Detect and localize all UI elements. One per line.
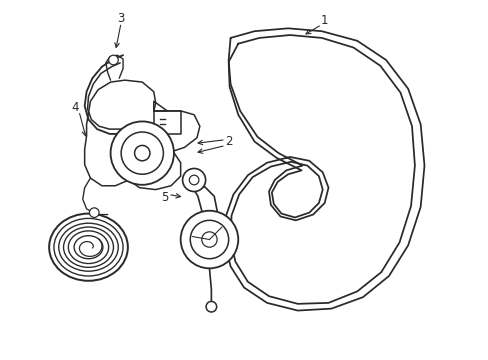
Circle shape <box>89 208 99 217</box>
Ellipse shape <box>68 231 108 264</box>
Circle shape <box>134 145 150 161</box>
Circle shape <box>189 175 199 185</box>
Text: 3: 3 <box>117 12 124 25</box>
Circle shape <box>202 232 217 247</box>
Ellipse shape <box>59 223 118 271</box>
Circle shape <box>180 211 238 268</box>
Text: 2: 2 <box>224 135 232 148</box>
Ellipse shape <box>63 227 113 267</box>
Text: 1: 1 <box>320 14 328 27</box>
Circle shape <box>190 220 228 259</box>
Text: 5: 5 <box>161 191 169 204</box>
Ellipse shape <box>74 236 102 259</box>
Circle shape <box>121 132 163 174</box>
Circle shape <box>108 55 118 65</box>
Ellipse shape <box>49 213 127 281</box>
Text: 4: 4 <box>71 100 79 113</box>
Ellipse shape <box>54 219 123 276</box>
Circle shape <box>205 301 216 312</box>
Circle shape <box>182 168 205 192</box>
Circle shape <box>110 121 174 185</box>
